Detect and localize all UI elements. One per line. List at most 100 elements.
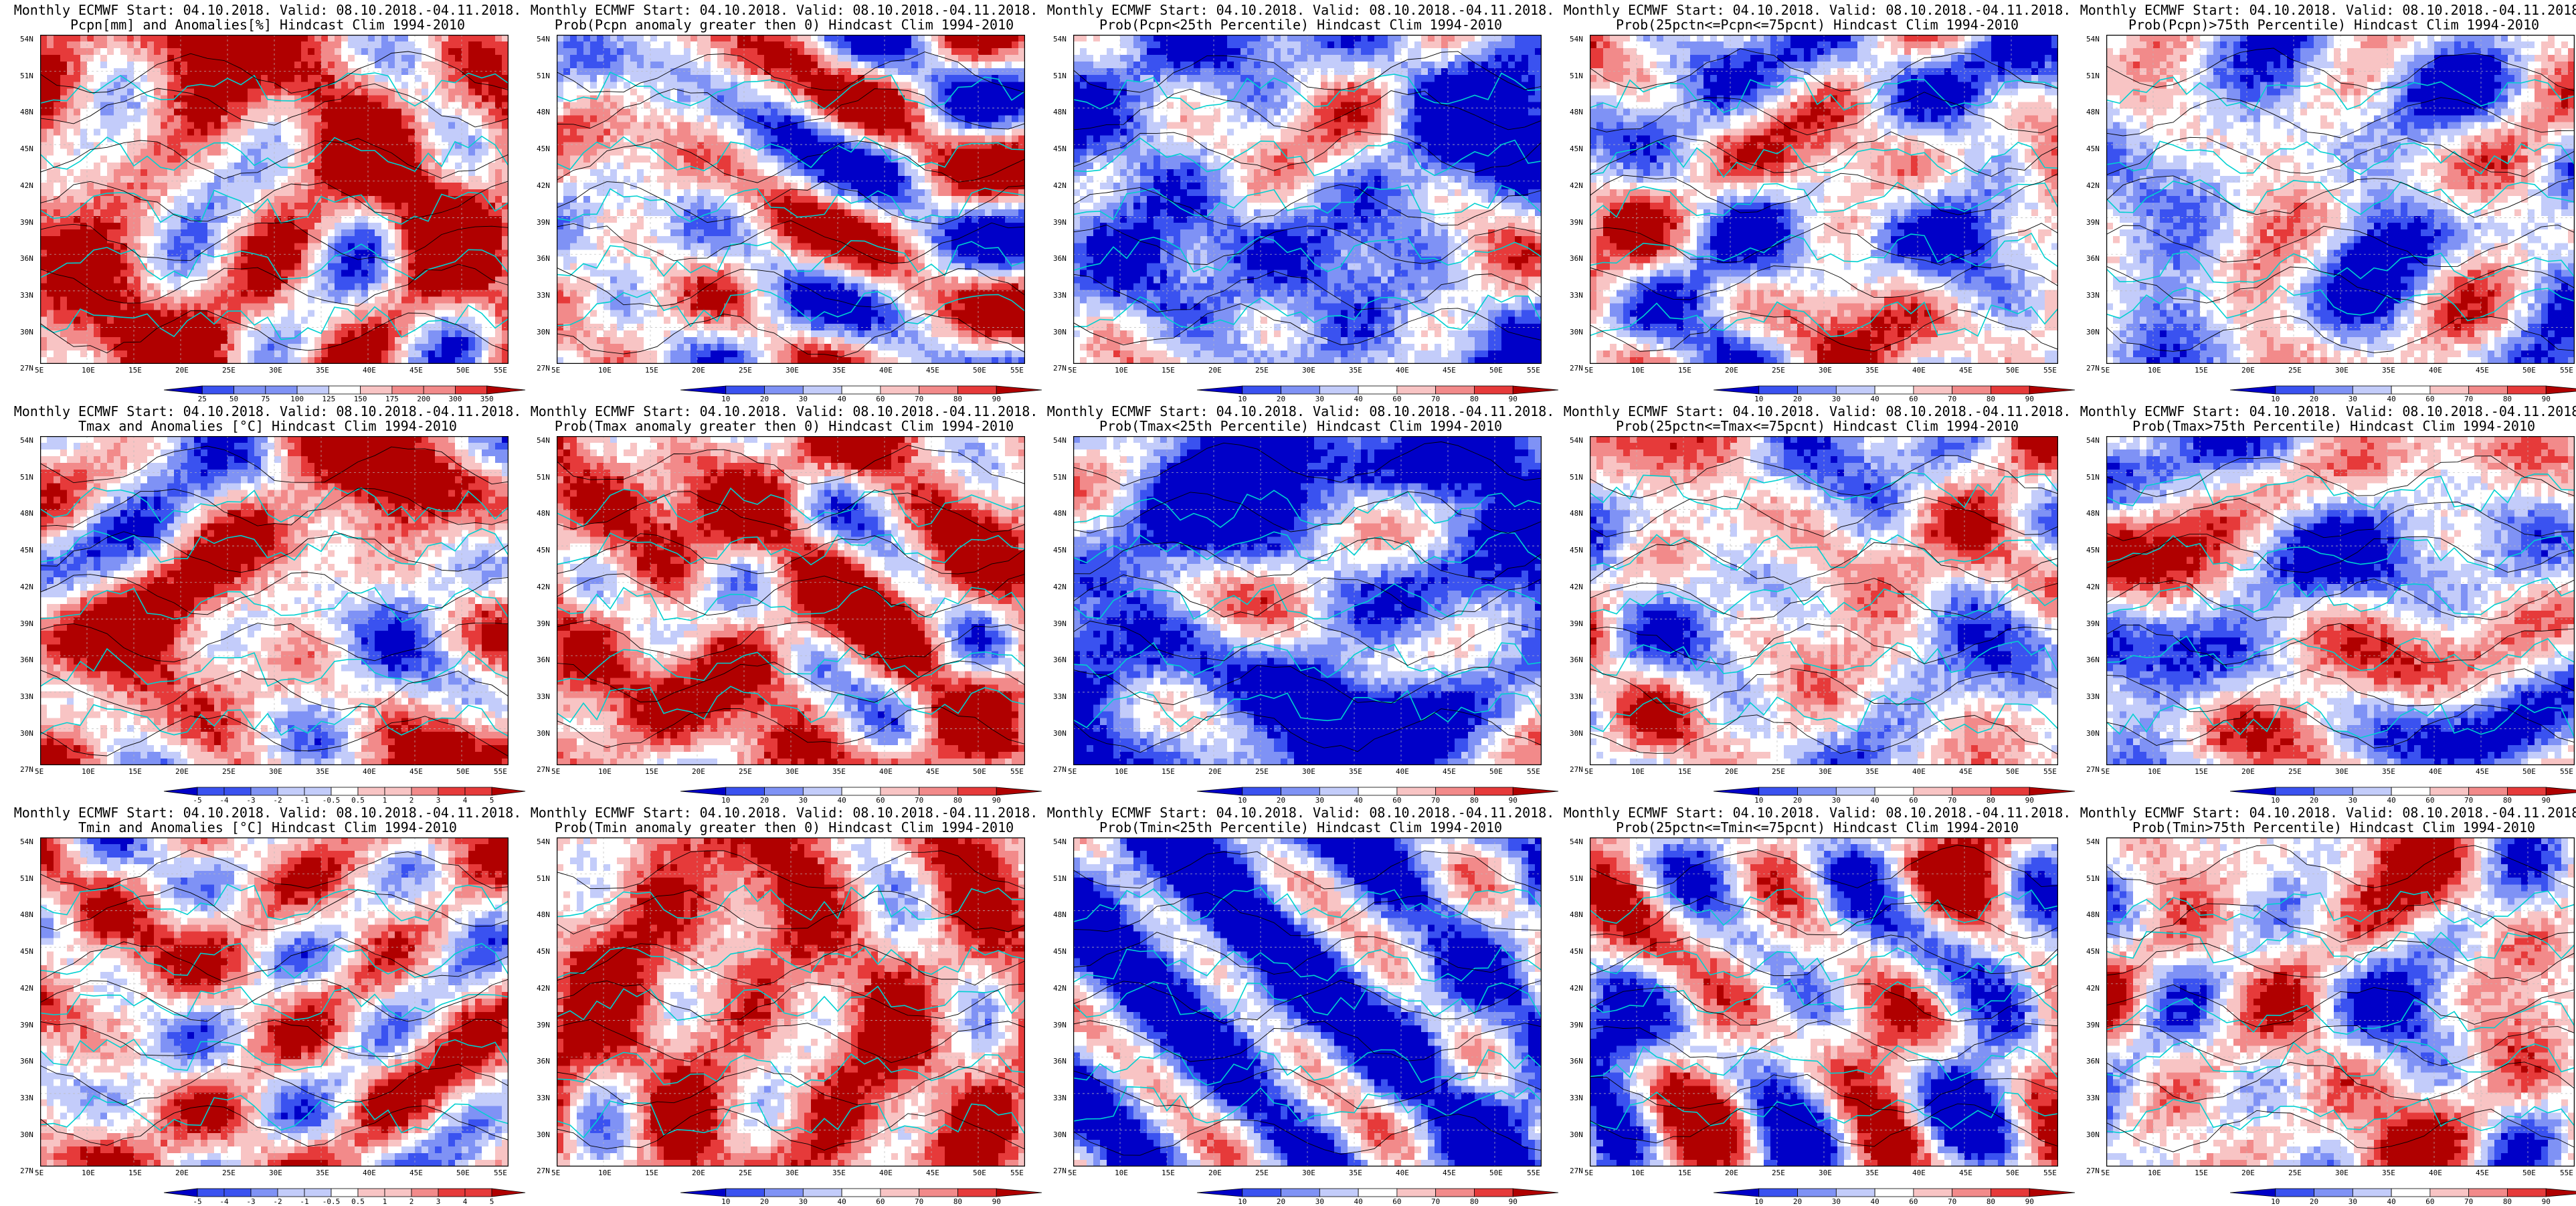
latitude-label: 54N bbox=[537, 437, 550, 444]
colorbar-label: 20 bbox=[2310, 1198, 2318, 1205]
latitude-label: 42N bbox=[20, 182, 33, 189]
colorbar-label: 90 bbox=[1509, 1198, 1517, 1205]
longitude-label: 10E bbox=[82, 1169, 95, 1177]
longitude-label: 10E bbox=[2148, 1169, 2161, 1177]
latitude-label: 36N bbox=[1053, 255, 1067, 262]
colorbar-label: -1 bbox=[300, 1198, 308, 1205]
longitude-label: 45E bbox=[926, 768, 939, 775]
longitude-label: 45E bbox=[2476, 1169, 2489, 1177]
longitude-label: 50E bbox=[456, 367, 470, 374]
latitude-label: 54N bbox=[2086, 437, 2100, 444]
longitude-label: 55E bbox=[1010, 768, 1024, 775]
longitude-label: 15E bbox=[2195, 367, 2208, 374]
longitude-label: 40E bbox=[2429, 768, 2442, 775]
latitude-label: 54N bbox=[1570, 838, 1583, 845]
latitude-label: 36N bbox=[2086, 1058, 2100, 1065]
panel-title: Prob(Tmin<25th Percentile) Hindcast Clim… bbox=[1043, 820, 1558, 835]
longitude-label: 10E bbox=[1115, 768, 1128, 775]
longitude-label: 15E bbox=[1162, 768, 1175, 775]
longitude-label: 10E bbox=[82, 367, 95, 374]
panel-header-line: Monthly ECMWF Start: 04.10.2018. Valid: … bbox=[1043, 404, 1558, 419]
latitude-label: 36N bbox=[1570, 1058, 1583, 1065]
longitude-label: 35E bbox=[1349, 768, 1362, 775]
colorbar bbox=[163, 787, 527, 796]
longitude-label: 35E bbox=[1865, 367, 1879, 374]
longitude-label: 15E bbox=[645, 768, 658, 775]
latitude-label: 27N bbox=[1053, 766, 1067, 773]
latitude-label: 48N bbox=[20, 108, 33, 116]
longitude-label: 40E bbox=[879, 768, 893, 775]
latitude-label: 48N bbox=[2086, 510, 2100, 517]
longitude-label: 35E bbox=[832, 768, 846, 775]
panel-header-line: Monthly ECMWF Start: 04.10.2018. Valid: … bbox=[10, 805, 525, 820]
longitude-label: 40E bbox=[879, 1169, 893, 1177]
longitude-label: 45E bbox=[1443, 768, 1456, 775]
longitude-label: 55E bbox=[494, 768, 507, 775]
colorbar-label: 60 bbox=[1392, 1198, 1401, 1205]
longitude-label: 55E bbox=[1010, 367, 1024, 374]
panel-title: Prob(Pcpn anomaly greater then 0) Hindca… bbox=[527, 17, 1042, 32]
longitude-label: 50E bbox=[973, 367, 986, 374]
longitude-label: 30E bbox=[269, 768, 282, 775]
panel-title: Prob(Tmax<25th Percentile) Hindcast Clim… bbox=[1043, 419, 1558, 433]
longitude-label: 15E bbox=[645, 367, 658, 374]
latitude-label: 39N bbox=[1570, 219, 1583, 226]
latitude-label: 48N bbox=[1570, 510, 1583, 517]
latitude-label: 39N bbox=[537, 219, 550, 226]
latitude-label: 30N bbox=[2086, 328, 2100, 336]
longitude-label: 45E bbox=[1443, 367, 1456, 374]
longitude-label: 5E bbox=[1584, 367, 1593, 374]
latitude-label: 33N bbox=[2086, 292, 2100, 299]
latitude-label: 39N bbox=[20, 219, 33, 226]
colorbar bbox=[163, 1188, 527, 1197]
forecast-panel: Monthly ECMWF Start: 04.10.2018. Valid: … bbox=[2076, 0, 2576, 401]
shaded-map bbox=[1073, 436, 1542, 765]
longitude-label: 40E bbox=[1912, 1169, 1926, 1177]
latitude-label: 42N bbox=[1570, 182, 1583, 189]
panel-header-line: Monthly ECMWF Start: 04.10.2018. Valid: … bbox=[2076, 404, 2576, 419]
latitude-label: 45N bbox=[1053, 546, 1067, 554]
latitude-label: 42N bbox=[537, 583, 550, 591]
longitude-label: 45E bbox=[926, 1169, 939, 1177]
longitude-label: 50E bbox=[973, 1169, 986, 1177]
latitude-label: 45N bbox=[1053, 948, 1067, 955]
forecast-panel: Monthly ECMWF Start: 04.10.2018. Valid: … bbox=[10, 401, 525, 803]
longitude-label: 5E bbox=[551, 1169, 560, 1177]
longitude-label: 25E bbox=[2288, 1169, 2302, 1177]
latitude-label: 27N bbox=[20, 766, 33, 773]
panel-header-line: Monthly ECMWF Start: 04.10.2018. Valid: … bbox=[527, 805, 1042, 820]
colorbar-label: 10 bbox=[1754, 1198, 1763, 1205]
longitude-label: 25E bbox=[739, 768, 752, 775]
latitude-label: 33N bbox=[1053, 693, 1067, 700]
longitude-label: 10E bbox=[82, 768, 95, 775]
colorbar-label: 60 bbox=[876, 1198, 885, 1205]
colorbar bbox=[679, 787, 1043, 796]
latitude-label: 45N bbox=[20, 145, 33, 153]
longitude-label: 5E bbox=[1584, 768, 1593, 775]
longitude-label: 10E bbox=[598, 1169, 612, 1177]
colorbar bbox=[1196, 787, 1560, 796]
longitude-label: 10E bbox=[1115, 1169, 1128, 1177]
longitude-label: 25E bbox=[1772, 768, 1785, 775]
latitude-label: 48N bbox=[1053, 911, 1067, 918]
forecast-panel: Monthly ECMWF Start: 04.10.2018. Valid: … bbox=[527, 401, 1042, 803]
latitude-label: 33N bbox=[1570, 292, 1583, 299]
colorbar-label: 30 bbox=[1832, 1198, 1841, 1205]
latitude-label: 51N bbox=[1053, 875, 1067, 882]
longitude-label: 20E bbox=[175, 1169, 189, 1177]
colorbar-label: 10 bbox=[1238, 1198, 1247, 1205]
longitude-label: 40E bbox=[1396, 1169, 1409, 1177]
latitude-label: 39N bbox=[2086, 1021, 2100, 1029]
colorbar-label: 40 bbox=[1354, 1198, 1362, 1205]
panel-header-line: Monthly ECMWF Start: 04.10.2018. Valid: … bbox=[1043, 805, 1558, 820]
panel-title: Prob(Tmin>75th Percentile) Hindcast Clim… bbox=[2076, 820, 2576, 835]
latitude-label: 33N bbox=[1053, 292, 1067, 299]
longitude-label: 20E bbox=[1725, 768, 1738, 775]
longitude-label: 5E bbox=[1068, 1169, 1077, 1177]
longitude-label: 25E bbox=[1255, 367, 1269, 374]
latitude-label: 27N bbox=[2086, 766, 2100, 773]
longitude-label: 5E bbox=[2101, 1169, 2110, 1177]
longitude-label: 35E bbox=[832, 367, 846, 374]
longitude-label: 40E bbox=[363, 367, 376, 374]
latitude-label: 51N bbox=[20, 474, 33, 481]
